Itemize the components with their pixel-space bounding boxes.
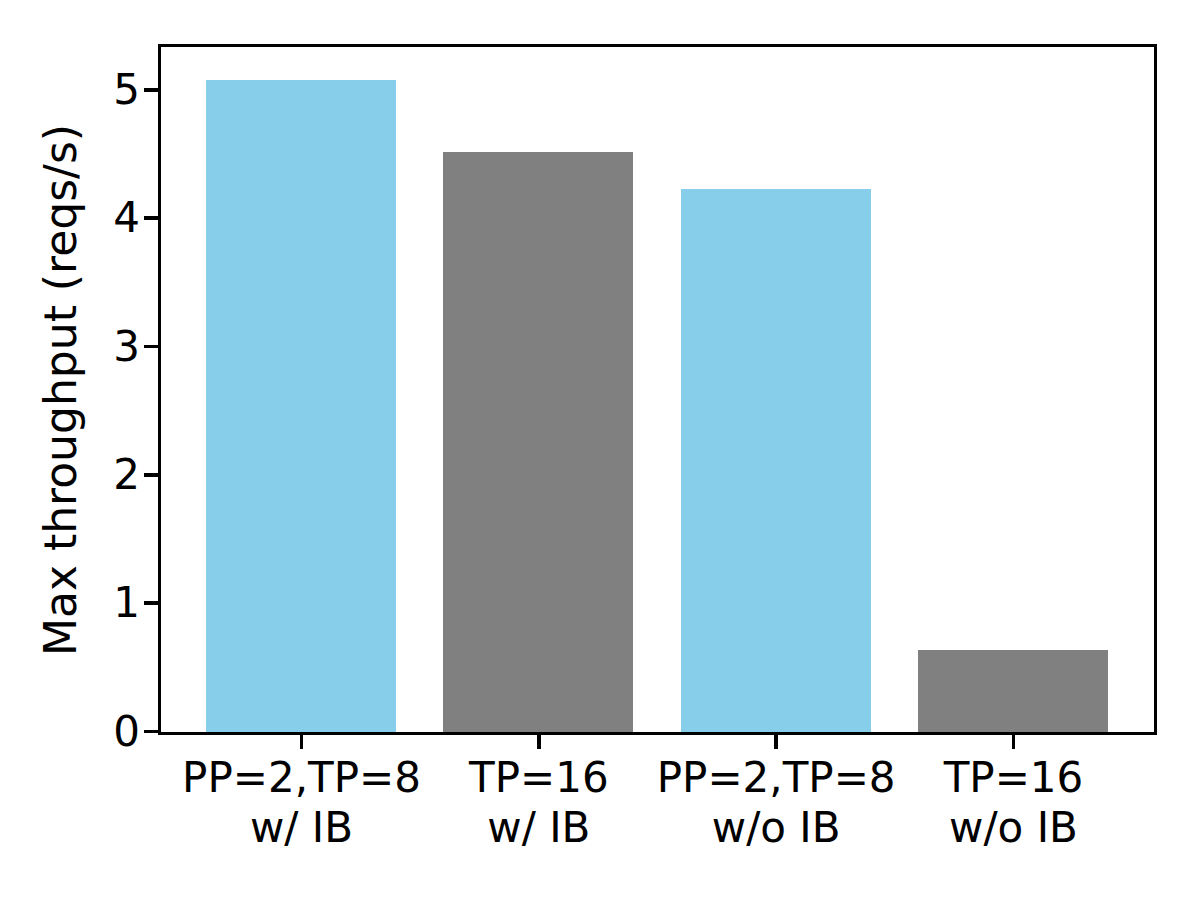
y-tick-label-2: 2 [0, 449, 140, 501]
y-tick-label-5: 5 [0, 64, 140, 116]
y-tick-mark-0 [144, 730, 158, 734]
y-tick-mark-1 [144, 601, 158, 605]
x-tick-mark-1 [537, 735, 541, 749]
bar-chart-figure: Max throughput (reqs/s) 012345PP=2,TP=8 … [0, 0, 1200, 900]
y-tick-label-4: 4 [0, 192, 140, 244]
y-tick-mark-4 [144, 216, 158, 220]
y-tick-label-0: 0 [0, 706, 140, 758]
y-tick-label-3: 3 [0, 321, 140, 373]
x-tick-label-3: TP=16 w/o IB [853, 753, 1173, 853]
x-tick-mark-0 [300, 735, 304, 749]
x-tick-mark-3 [1012, 735, 1016, 749]
y-tick-mark-3 [144, 345, 158, 349]
bar-1 [443, 152, 633, 732]
bar-3 [918, 650, 1108, 732]
y-tick-label-1: 1 [0, 577, 140, 629]
y-axis-label: Max throughput (reqs/s) [33, 40, 89, 740]
x-tick-mark-2 [774, 735, 778, 749]
y-tick-mark-2 [144, 473, 158, 477]
bar-0 [206, 80, 396, 732]
bar-2 [681, 189, 871, 732]
plot-area [158, 44, 1157, 735]
y-tick-mark-5 [144, 88, 158, 92]
